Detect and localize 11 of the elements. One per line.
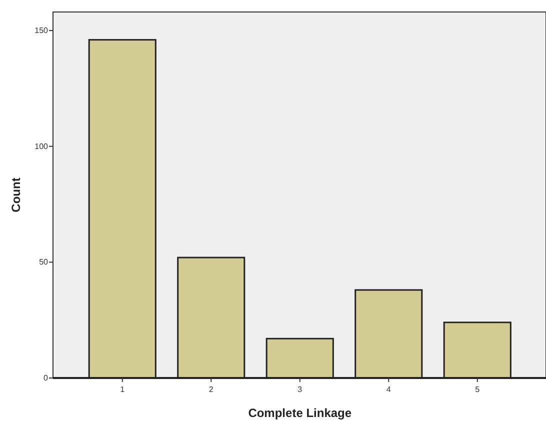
y-tick-label: 100	[34, 142, 49, 151]
x-tick-label: 2	[208, 385, 214, 394]
y-tick-label: 50	[39, 258, 49, 267]
x-tick-label: 3	[298, 385, 303, 394]
y-axis-title: Count	[9, 178, 23, 212]
y-tick-label: 0	[44, 374, 49, 383]
y-tick-label: 150	[34, 26, 49, 36]
x-tick-label: 4	[386, 385, 392, 394]
x-axis-title: Complete Linkage	[248, 406, 352, 420]
x-tick-label: 1	[120, 385, 126, 394]
x-tick-label: 5	[475, 385, 480, 394]
